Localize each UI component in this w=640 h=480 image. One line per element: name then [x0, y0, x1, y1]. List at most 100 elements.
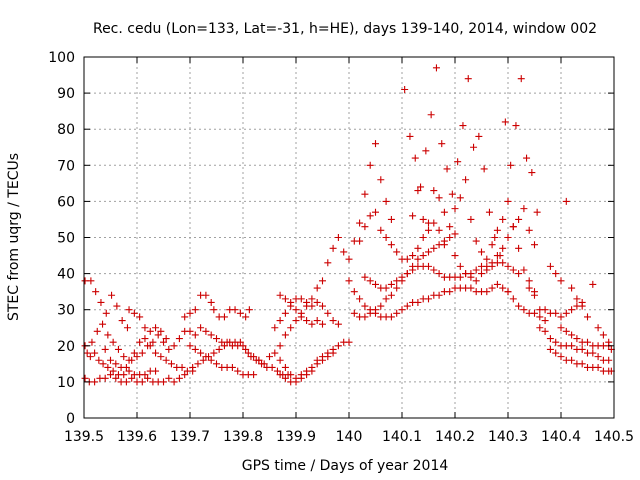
data-point — [414, 255, 422, 263]
data-point — [584, 313, 591, 321]
data-point — [210, 349, 218, 357]
data-point — [425, 295, 432, 303]
data-point — [475, 132, 483, 140]
data-point — [546, 345, 554, 353]
data-point — [488, 284, 496, 292]
data-point — [507, 161, 515, 169]
data-point — [531, 241, 538, 249]
grid-lines — [84, 57, 614, 418]
data-point — [403, 255, 411, 263]
data-point — [271, 349, 279, 357]
x-tick-label: 139.5 — [64, 429, 104, 445]
data-point — [440, 208, 448, 216]
data-point — [568, 331, 576, 339]
data-point — [250, 371, 258, 379]
data-point — [515, 244, 523, 252]
data-point — [234, 367, 242, 375]
data-point — [144, 374, 152, 382]
data-point — [329, 317, 337, 325]
data-point — [493, 252, 501, 260]
data-point — [456, 262, 464, 270]
data-point — [467, 215, 475, 223]
data-point — [393, 284, 401, 292]
data-point — [102, 309, 110, 317]
data-point — [260, 360, 268, 368]
data-point — [91, 378, 99, 386]
data-point — [414, 298, 422, 306]
data-point — [541, 317, 549, 325]
data-point — [422, 147, 430, 155]
data-point — [101, 374, 109, 382]
data-point — [191, 306, 199, 314]
data-point — [427, 111, 435, 119]
data-point — [313, 317, 321, 325]
data-point — [92, 288, 100, 296]
data-point — [483, 255, 491, 263]
data-point — [361, 223, 369, 231]
data-point — [414, 244, 422, 252]
data-point — [568, 306, 576, 314]
data-point — [594, 353, 602, 361]
data-point — [152, 349, 160, 357]
data-point — [515, 270, 523, 278]
x-axis-label: GPS time / Days of year 2014 — [242, 458, 449, 474]
data-point — [411, 154, 419, 162]
data-point — [350, 288, 358, 296]
data-point — [128, 374, 136, 382]
data-point — [432, 64, 440, 72]
data-point — [324, 353, 332, 361]
chart-title: Rec. cedu (Lon=133, Lat=-31, h=HE), days… — [93, 21, 597, 37]
data-point — [387, 215, 395, 223]
data-point — [430, 244, 438, 252]
data-point — [573, 335, 581, 343]
data-point — [536, 313, 544, 321]
data-point — [303, 298, 311, 306]
data-point — [292, 306, 300, 314]
axis-ticks — [83, 56, 615, 419]
data-point — [162, 335, 170, 343]
data-point — [319, 320, 326, 328]
data-point — [509, 223, 517, 231]
data-point — [393, 277, 401, 285]
data-point — [207, 356, 215, 364]
y-axis-label: STEC from uqrg / TECUs — [6, 153, 22, 321]
x-tick-label: 140.5 — [594, 429, 634, 445]
data-point — [160, 338, 167, 346]
data-point — [308, 367, 316, 375]
data-point — [83, 349, 91, 357]
data-point — [499, 259, 507, 267]
data-point — [334, 234, 342, 241]
data-point — [451, 230, 459, 238]
data-point — [361, 273, 369, 281]
data-point — [345, 277, 353, 285]
data-point — [470, 143, 478, 151]
data-point — [483, 288, 491, 296]
data-point — [125, 306, 133, 314]
data-point — [350, 309, 358, 317]
data-point — [210, 306, 218, 314]
data-point — [578, 345, 586, 353]
data-point — [509, 295, 517, 303]
data-point — [528, 169, 536, 177]
data-point — [93, 327, 101, 335]
data-point — [552, 338, 560, 346]
data-point — [236, 309, 244, 317]
data-point — [467, 273, 475, 281]
data-point — [202, 327, 210, 335]
data-point — [568, 356, 576, 364]
data-point — [366, 212, 374, 220]
data-point — [430, 266, 438, 274]
data-point — [334, 320, 342, 328]
data-point — [197, 349, 205, 357]
data-point — [95, 356, 103, 364]
data-point — [242, 345, 250, 353]
data-point — [104, 331, 112, 339]
data-point — [438, 140, 446, 148]
data-point — [281, 331, 289, 339]
data-point — [356, 295, 364, 303]
data-point — [186, 309, 194, 317]
data-point — [605, 356, 613, 364]
data-point — [141, 335, 149, 343]
data-point — [319, 356, 326, 364]
data-point — [81, 374, 89, 382]
